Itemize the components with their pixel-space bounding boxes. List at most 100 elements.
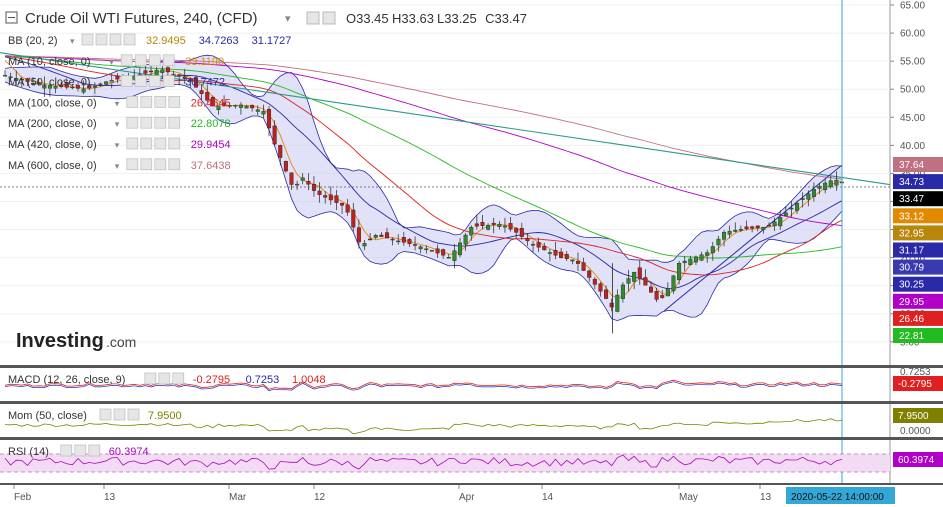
candle <box>654 287 659 303</box>
rsi-tag-text: 60.3974 <box>898 455 935 466</box>
candle <box>283 160 288 173</box>
panel-tool-icon[interactable] <box>88 444 101 457</box>
panel-tool-icon[interactable] <box>113 408 126 421</box>
indicator-legend-row[interactable]: MA (420, close, 0) ▾ 29.9454 <box>8 137 231 151</box>
candle <box>216 105 221 115</box>
candle <box>508 217 513 232</box>
indicator-tool-icon[interactable] <box>126 137 139 150</box>
candle <box>98 82 103 87</box>
indicator-tool-icon[interactable] <box>154 158 167 171</box>
candle <box>384 227 389 239</box>
candle <box>750 225 755 233</box>
candle <box>233 104 238 109</box>
indicator-tool-icon[interactable] <box>140 137 153 150</box>
indicator-tool-icon[interactable] <box>126 116 139 129</box>
candle <box>497 220 502 230</box>
candle <box>323 190 328 204</box>
collapse-icon[interactable] <box>5 11 18 24</box>
candle <box>255 105 260 116</box>
indicator-label: MA (10, close, 0) <box>8 56 91 68</box>
candle <box>682 256 687 272</box>
indicator-legend-row[interactable]: MA (50, close, 0) ▾ 30.7472 <box>8 75 225 89</box>
panel-tool-icon[interactable] <box>99 408 112 421</box>
chevron-down-icon[interactable]: ▾ <box>109 78 114 88</box>
indicator-tool-icon[interactable] <box>140 116 153 129</box>
panel-tool-icon[interactable] <box>60 444 73 457</box>
indicator-tool-icon[interactable] <box>109 33 122 46</box>
chart-title: Crude Oil WTI Futures, 240, (CFD) <box>25 10 258 27</box>
candle <box>463 232 468 251</box>
price-tag: 37.64 <box>893 157 943 172</box>
indicator-tool-icon[interactable] <box>134 75 147 87</box>
candle <box>390 237 395 246</box>
price-tag: 30.79 <box>893 259 943 275</box>
indicator-tool-icon[interactable] <box>134 54 147 67</box>
indicator-tool-icon[interactable] <box>140 96 153 108</box>
indicator-tool-icon[interactable] <box>123 33 136 46</box>
panel-divider-macd[interactable] <box>0 365 943 368</box>
panel-divider-rsi[interactable] <box>0 437 943 440</box>
panel-tool-icon[interactable] <box>158 372 171 385</box>
panel-divider-mom[interactable] <box>0 401 943 404</box>
indicator-legend-row[interactable]: BB (20, 2) ▾ 32.9495 34.7263 31.1727 <box>8 33 291 47</box>
candle <box>783 205 788 217</box>
indicator-tool-icon[interactable] <box>81 33 94 46</box>
indicator-tool-icon[interactable] <box>120 75 133 87</box>
indicator-legend-row[interactable]: MA (100, close, 0) ▾ 26.4645 <box>8 96 231 109</box>
indicator-tool-icon[interactable] <box>162 54 175 67</box>
indicator-tool-icon[interactable] <box>120 54 133 67</box>
chevron-down-icon[interactable]: ▾ <box>70 36 75 46</box>
candle <box>727 225 732 239</box>
indicator-tool-icon[interactable] <box>154 137 167 150</box>
chevron-down-icon[interactable]: ▾ <box>115 119 120 129</box>
macd-value: 1.0048 <box>292 374 326 386</box>
chevron-down-icon[interactable]: ▾ <box>285 13 291 25</box>
price-tag-text: 30.79 <box>899 263 924 274</box>
chevron-down-icon[interactable]: ▾ <box>115 98 120 108</box>
indicator-tool-icon[interactable] <box>126 96 139 108</box>
macd-value: -0.2795 <box>193 374 230 386</box>
indicator-tool-icon[interactable] <box>168 96 181 108</box>
candle <box>452 244 457 269</box>
panel-tool-icon[interactable] <box>144 372 157 385</box>
indicator-tool-icon[interactable] <box>168 137 181 150</box>
panel-tool-icon[interactable] <box>74 444 87 457</box>
indicator-tool-icon[interactable] <box>168 158 181 171</box>
candle <box>3 70 7 77</box>
header-tool-icons[interactable] <box>306 11 336 25</box>
rsi-line <box>4 454 843 470</box>
candle <box>115 73 120 84</box>
indicator-tool-icon[interactable] <box>126 158 139 171</box>
indicator-legend-row[interactable]: MA (10, close, 0) ▾ 33.1190 <box>8 54 224 68</box>
sub-panels: MACD (12, 26, close, 9) -0.2795 0.7253 1.00… <box>0 367 943 473</box>
price-tag-text: 32.95 <box>899 228 924 239</box>
candle <box>632 271 637 290</box>
indicator-tool-icon[interactable] <box>154 116 167 129</box>
panel-tool-icon[interactable] <box>127 408 140 421</box>
candle <box>649 281 654 293</box>
mom-tag <box>893 408 943 423</box>
chevron-down-icon[interactable]: ▾ <box>115 161 120 171</box>
indicator-tool-icon[interactable] <box>168 116 181 129</box>
indicator-tool-icon[interactable] <box>148 75 161 87</box>
chevron-down-icon[interactable]: ▾ <box>109 57 114 67</box>
candle <box>755 225 760 232</box>
indicator-tool-icon[interactable] <box>148 54 161 67</box>
indicator-legend-row[interactable]: MA (600, close, 0) ▾ 37.6438 <box>8 158 231 172</box>
indicator-tool-icon[interactable] <box>162 75 175 87</box>
candle <box>238 102 243 115</box>
indicator-legend: BB (20, 2) ▾ 32.9495 34.7263 31.1727 MA (10, … <box>8 33 291 172</box>
chevron-down-icon[interactable]: ▾ <box>115 140 120 150</box>
candle <box>744 220 749 231</box>
indicator-legend-row[interactable]: MA (200, close, 0) ▾ 22.8078 <box>8 116 231 130</box>
indicator-tool-icon[interactable] <box>95 33 108 46</box>
panel-tool-icon[interactable] <box>172 372 185 385</box>
indicator-tool-icon[interactable] <box>154 96 167 108</box>
price-tag-text: 33.12 <box>899 211 924 222</box>
indicator-label: MA (600, close, 0) <box>8 160 97 172</box>
candle <box>474 215 479 230</box>
indicator-tool-icon[interactable] <box>140 158 153 171</box>
candle <box>14 70 19 86</box>
candle <box>109 74 114 89</box>
